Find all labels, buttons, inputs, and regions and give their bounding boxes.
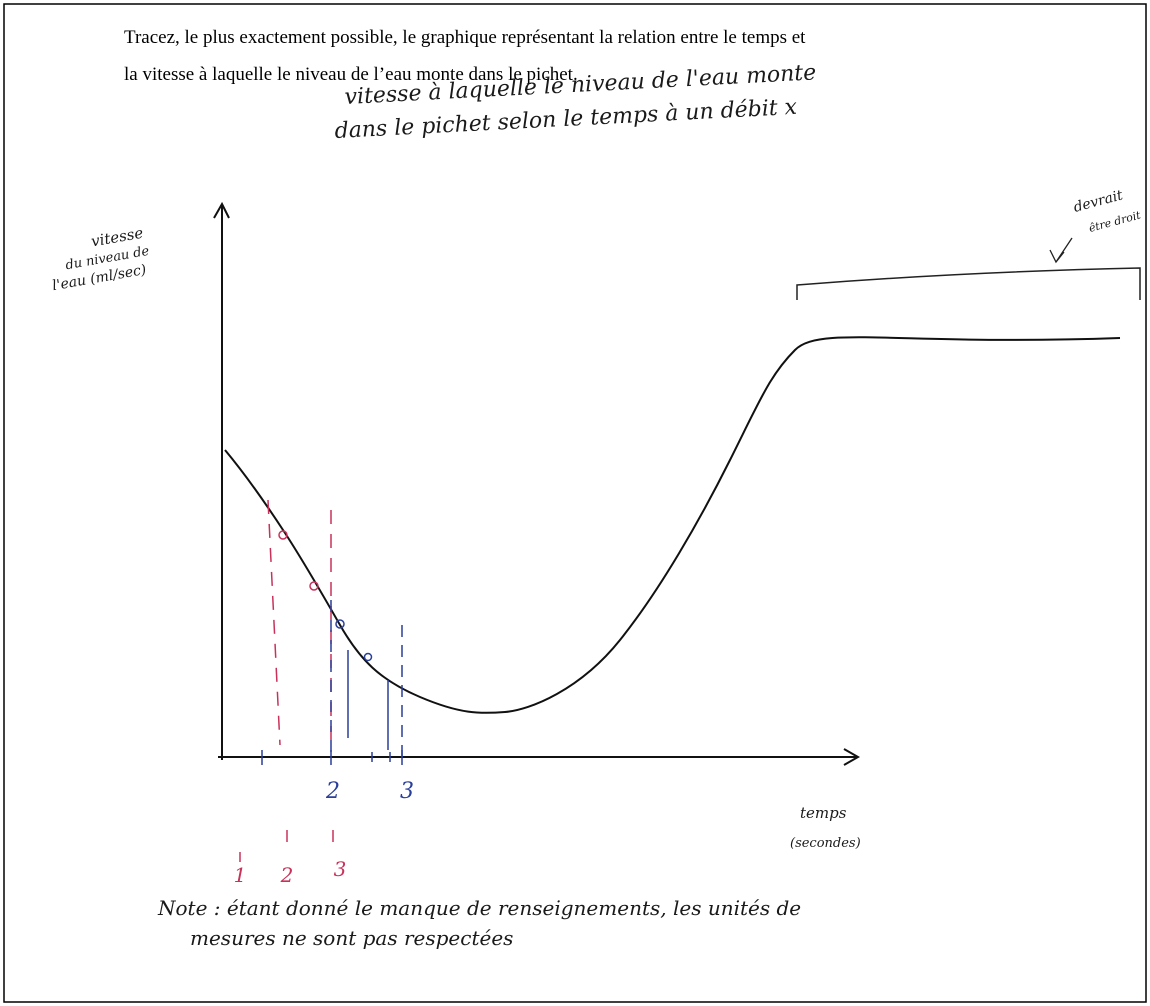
- page-border: [4, 4, 1146, 1002]
- instruction-line: Tracez, le plus exactement possible, le …: [124, 27, 806, 48]
- x-axis-label: temps: [800, 804, 847, 822]
- note-line: mesures ne sont pas respectées: [190, 926, 513, 950]
- scan: Tracez, le plus exactement possible, le …: [0, 0, 1150, 1006]
- x-axis-label: (secondes): [790, 836, 861, 851]
- red-tick-label: 3: [334, 857, 347, 881]
- red-tick-label: 2: [280, 863, 294, 887]
- page: {"instructions": {"lines": ["Tracez, le …: [0, 0, 1150, 1006]
- blue-tick-label: 2: [325, 779, 340, 804]
- blue-tick-label: 3: [400, 779, 414, 804]
- red-tick-label: 1: [234, 863, 247, 887]
- note-line: Note : étant donné le manque de renseign…: [157, 896, 801, 920]
